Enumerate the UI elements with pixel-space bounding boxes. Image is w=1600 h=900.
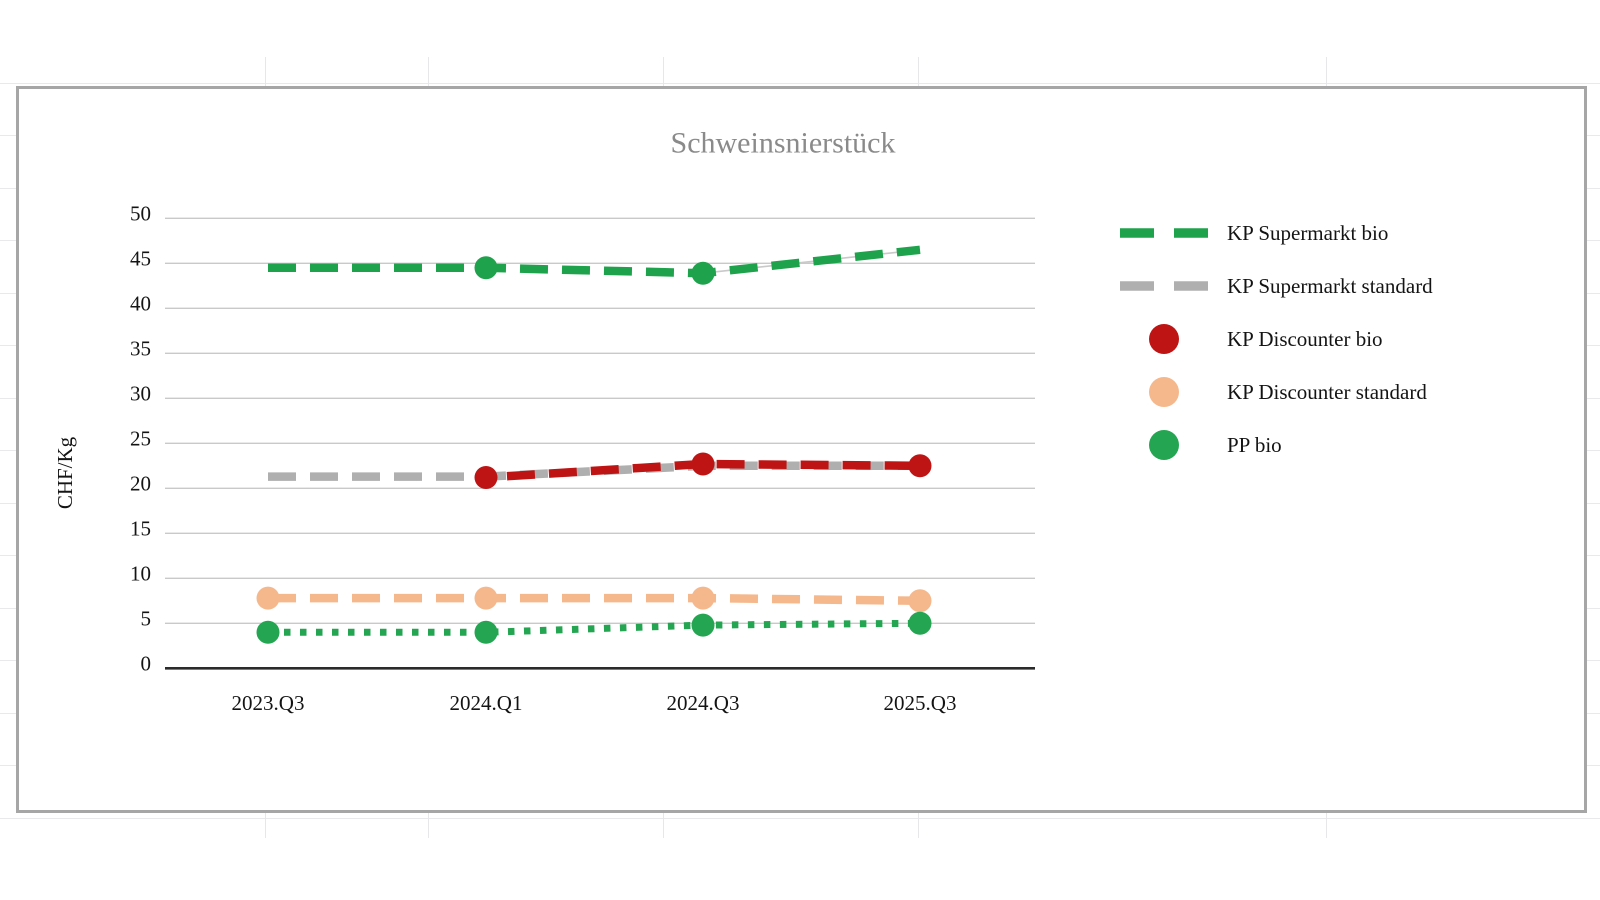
x-tick-labels: 2023.Q3 2024.Q1 2024.Q3 2025.Q3 [232, 691, 957, 715]
y-tick-label: 25 [130, 426, 151, 450]
y-axis-title: CHF/Kg [53, 436, 77, 509]
data-point-marker [691, 613, 715, 637]
legend-item: KP Supermarkt bio [1120, 221, 1388, 245]
data-point-marker [908, 454, 932, 478]
legend-label: PP bio [1227, 433, 1282, 457]
legend-circle-swatch [1149, 430, 1179, 460]
y-tick-label: 50 [130, 201, 151, 225]
data-point-marker [474, 256, 498, 280]
legend-label: KP Supermarkt bio [1227, 221, 1388, 245]
y-tick-label: 30 [130, 381, 151, 405]
x-tick-label: 2024.Q1 [450, 691, 523, 715]
data-point-marker [691, 452, 715, 476]
data-point-marker [691, 586, 715, 610]
data-point-marker [908, 589, 932, 613]
data-point-marker [474, 466, 498, 489]
plot-series [256, 245, 932, 644]
data-point-marker [474, 586, 498, 610]
y-tick-label: 10 [130, 561, 151, 585]
legend-circle-swatch [1149, 377, 1179, 407]
y-tick-label: 35 [130, 336, 151, 360]
data-point-marker [908, 611, 932, 635]
y-tick-label: 15 [130, 516, 151, 540]
data-point-marker [691, 261, 715, 285]
x-tick-label: 2025.Q3 [884, 691, 957, 715]
y-tick-label: 45 [130, 246, 151, 270]
x-tick-label: 2024.Q3 [667, 691, 740, 715]
legend-label: KP Discounter bio [1227, 327, 1383, 351]
price-line-chart: Schweinsnierstück CHF/Kg 0 5 10 15 20 25 30 35 4… [53, 127, 1433, 716]
data-point-marker [256, 620, 280, 644]
series-line-pp-bio [268, 619, 921, 636]
chart-object[interactable]: Schweinsnierstück CHF/Kg 0 5 10 15 20 25 30 35 4… [16, 86, 1587, 813]
data-point-marker [474, 620, 498, 644]
legend-item: PP bio [1149, 430, 1282, 460]
series-line-kp-supermarkt-bio [268, 245, 921, 278]
legend-circle-swatch [1149, 324, 1179, 354]
y-tick-label: 40 [130, 291, 151, 315]
legend-label: KP Discounter standard [1227, 380, 1427, 404]
y-tick-label: 20 [130, 471, 151, 495]
legend: KP Supermarkt bio KP Supermarkt standard K… [1120, 221, 1433, 460]
legend-label: KP Supermarkt standard [1227, 274, 1433, 298]
sheet-row-line [0, 82, 1600, 84]
legend-item: KP Supermarkt standard [1120, 274, 1433, 298]
y-tick-label: 0 [141, 651, 152, 675]
sheet-row-line [0, 817, 1600, 819]
series-line-kp-discounter-bio [485, 459, 921, 482]
chart-title: Schweinsnierstück [671, 127, 896, 160]
series-line-kp-discounter-standard [268, 593, 921, 606]
y-tick-labels: 0 5 10 15 20 25 30 35 40 45 50 [130, 201, 151, 675]
legend-item: KP Discounter standard [1149, 377, 1427, 407]
legend-item: KP Discounter bio [1149, 324, 1383, 354]
x-tick-label: 2023.Q3 [232, 691, 305, 715]
series-line-kp-supermarkt-standard [268, 461, 920, 481]
data-point-marker [256, 586, 280, 610]
y-tick-label: 5 [141, 606, 152, 630]
y-gridlines [165, 217, 1035, 624]
